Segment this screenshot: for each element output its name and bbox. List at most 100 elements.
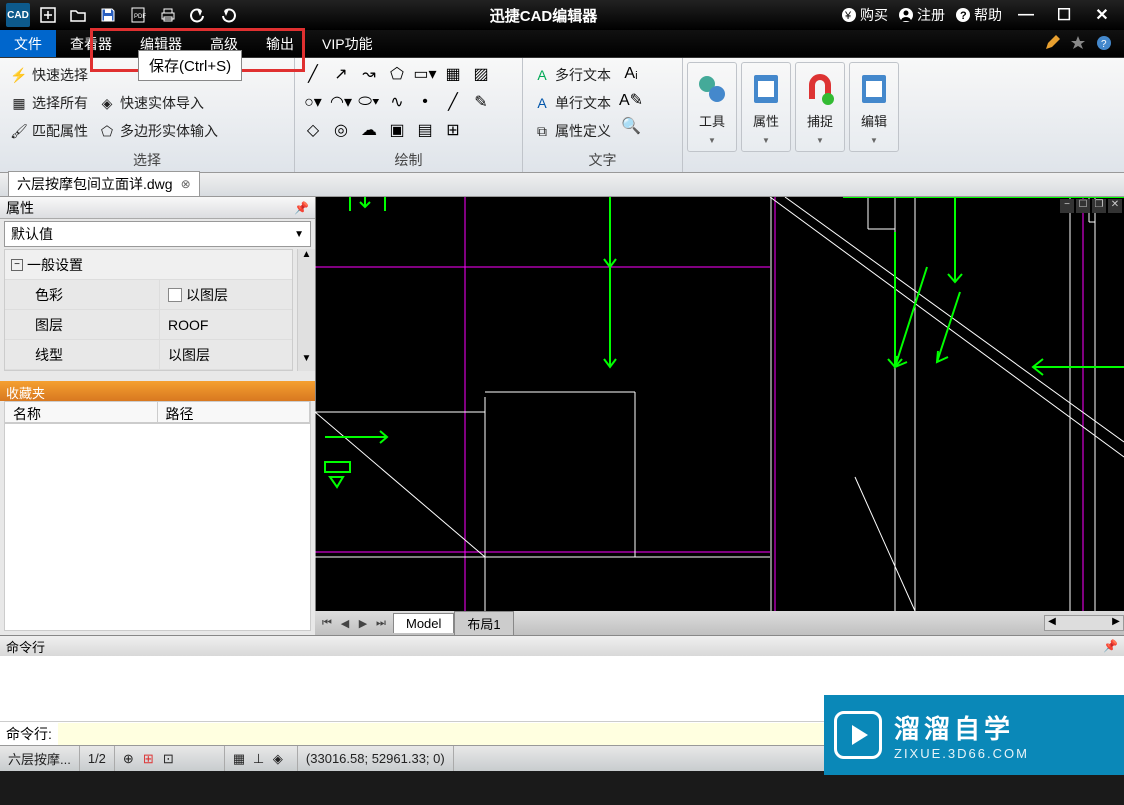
h-scrollbar[interactable]: ◀▶: [1044, 615, 1124, 631]
polygon-tool-icon[interactable]: ⬠: [385, 62, 409, 86]
close-tab-icon[interactable]: ⊗: [181, 177, 191, 191]
props-panel-header: 属性 📌: [0, 197, 315, 219]
menu-output[interactable]: 输出: [252, 30, 308, 57]
ellipse-icon[interactable]: ⬭▾: [357, 90, 381, 114]
lightning-icon: ⚡: [10, 66, 28, 84]
nav-last-icon[interactable]: ⏭: [373, 617, 389, 630]
props-group-general[interactable]: −一般设置: [5, 250, 292, 280]
spline-icon[interactable]: ∿: [385, 90, 409, 114]
doc-tab-active[interactable]: 六层按摩包间立面详.dwg ⊗: [8, 171, 200, 196]
title-bar: CAD PDF 迅捷CAD编辑器 ¥ 购买 注册: [0, 0, 1124, 30]
table-icon[interactable]: ⊞: [441, 118, 465, 142]
help-button[interactable]: ? 帮助: [955, 5, 1002, 25]
drawing-canvas[interactable]: − ☐ ❐ ✕: [315, 197, 1124, 611]
solid-import-button[interactable]: ◈快速实体导入: [94, 90, 222, 116]
poly-solid-button[interactable]: ⬠多边形实体输入: [94, 118, 222, 144]
save-icon[interactable]: [96, 3, 120, 27]
register-button[interactable]: 注册: [898, 5, 945, 25]
app-logo[interactable]: CAD: [6, 3, 30, 27]
text-edit-icon[interactable]: A✎: [617, 88, 645, 112]
vp-restore-icon[interactable]: ❐: [1092, 199, 1106, 213]
cmd-pin-icon[interactable]: 📌: [1103, 639, 1118, 653]
print-icon[interactable]: [156, 3, 180, 27]
brush-icon: 🖌: [10, 122, 28, 140]
region-icon[interactable]: ▣: [385, 118, 409, 142]
close-button[interactable]: ✕: [1088, 3, 1116, 27]
favorites-list: [4, 423, 311, 631]
mode2-icon[interactable]: ⊥: [253, 751, 269, 767]
menu-right-icons: ?: [1044, 30, 1124, 57]
maximize-button[interactable]: ☐: [1050, 3, 1078, 27]
sketch-icon[interactable]: ✎: [469, 90, 493, 114]
menu-file[interactable]: 文件: [0, 30, 56, 57]
3dpoly-icon[interactable]: ◇: [301, 118, 325, 142]
play-icon: [834, 711, 882, 759]
open-icon[interactable]: [66, 3, 90, 27]
menu-vip[interactable]: VIP功能: [308, 30, 387, 57]
props-scrollbar[interactable]: ▲▼: [297, 249, 315, 371]
mode1-icon[interactable]: ▦: [233, 751, 249, 767]
fav-col-name[interactable]: 名称: [5, 402, 158, 422]
collapse-icon[interactable]: −: [11, 259, 23, 271]
help-small-icon[interactable]: ?: [1096, 35, 1114, 53]
app-title: 迅捷CAD编辑器: [246, 5, 841, 26]
mtext-icon: A: [533, 66, 551, 84]
match-props-button[interactable]: 🖌匹配属性: [6, 118, 92, 144]
select-all-button[interactable]: ▦选择所有: [6, 90, 92, 116]
edit-bigbutton[interactable]: 编辑▼: [849, 62, 899, 152]
menu-viewer[interactable]: 查看器: [56, 30, 126, 57]
redo-icon[interactable]: [216, 3, 240, 27]
mtext-button[interactable]: A多行文本: [529, 62, 615, 88]
buy-button[interactable]: ¥ 购买: [841, 5, 888, 25]
ray-icon[interactable]: ↗: [329, 62, 353, 86]
block-icon[interactable]: ▦: [441, 62, 465, 86]
new-icon[interactable]: [36, 3, 60, 27]
draw-tool-grid: ╱ ↗ ↝ ⬠ ▭▾ ▦ ▨ ○▾ ◠▾ ⬭▾ ∿ • ╱ ✎ ◇ ◎ ☁ ▣ …: [301, 62, 495, 144]
props-type-combo[interactable]: 默认值▼: [4, 221, 311, 247]
attdef-button[interactable]: ⧉属性定义: [529, 118, 615, 144]
revcloud-icon[interactable]: ☁: [357, 118, 381, 142]
props-bigbutton[interactable]: 属性▼: [741, 62, 791, 152]
hatch-icon[interactable]: ▨: [469, 62, 493, 86]
text-style-icon[interactable]: Aᵢ: [617, 62, 645, 86]
fav-col-path[interactable]: 路径: [158, 402, 311, 422]
tools-bigbutton[interactable]: 工具▼: [687, 62, 737, 152]
construction-icon[interactable]: ╱: [441, 90, 465, 114]
text-find-icon[interactable]: 🔍: [617, 114, 645, 138]
export-pdf-icon[interactable]: PDF: [126, 3, 150, 27]
vp-min-icon[interactable]: −: [1060, 199, 1074, 213]
quick-select-button[interactable]: ⚡快速选择: [6, 62, 92, 88]
polyline-icon[interactable]: ↝: [357, 62, 381, 86]
nav-first-icon[interactable]: ⏮: [319, 617, 335, 630]
rectangle-icon[interactable]: ▭▾: [413, 62, 437, 86]
grid-toggle-icon[interactable]: ⊞: [143, 751, 159, 767]
minimize-button[interactable]: —: [1012, 3, 1040, 27]
tab-layout1[interactable]: 布局1: [454, 611, 513, 635]
tools-icon: [694, 71, 730, 107]
mode3-icon[interactable]: ◈: [273, 751, 289, 767]
line-icon[interactable]: ╱: [301, 62, 325, 86]
tab-model[interactable]: Model: [393, 613, 454, 633]
star-icon[interactable]: [1070, 35, 1088, 53]
arc-icon[interactable]: ◠▾: [329, 90, 353, 114]
nav-prev-icon[interactable]: ◀: [337, 617, 353, 630]
ribbon-label-select: 选择: [0, 148, 294, 172]
vp-max-icon[interactable]: ☐: [1076, 199, 1090, 213]
svg-text:¥: ¥: [844, 10, 852, 22]
prop-row-layer[interactable]: 图层 ROOF: [5, 310, 292, 340]
donut-icon[interactable]: ◎: [329, 118, 353, 142]
snap-toggle-icon[interactable]: ⊕: [123, 751, 139, 767]
point-icon[interactable]: •: [413, 90, 437, 114]
pencil-icon[interactable]: [1044, 35, 1062, 53]
prop-row-linetype[interactable]: 线型 以图层: [5, 340, 292, 370]
undo-icon[interactable]: [186, 3, 210, 27]
wipeout-icon[interactable]: ▤: [413, 118, 437, 142]
pin-icon[interactable]: 📌: [294, 201, 309, 215]
prop-row-color[interactable]: 色彩 以图层: [5, 280, 292, 310]
vp-close-icon[interactable]: ✕: [1108, 199, 1122, 213]
circle-icon[interactable]: ○▾: [301, 90, 325, 114]
nav-next-icon[interactable]: ▶: [355, 617, 371, 630]
stext-button[interactable]: A单行文本: [529, 90, 615, 116]
ortho-toggle-icon[interactable]: ⊡: [163, 751, 179, 767]
snap-bigbutton[interactable]: 捕捉▼: [795, 62, 845, 152]
